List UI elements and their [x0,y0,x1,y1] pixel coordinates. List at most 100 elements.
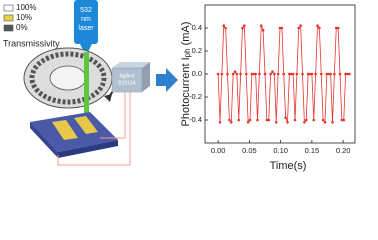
data-point [256,118,259,122]
data-point [333,72,336,76]
data-point [267,118,271,122]
data-point [259,24,263,28]
substrate-side [58,140,118,158]
data-point [289,72,293,76]
data-point [312,118,316,122]
laser [74,0,98,44]
data-point [271,70,274,73]
data-point [250,72,254,76]
y-axis-label-main: Photocurrent I [180,57,192,126]
y-tick-label: 0.4 [192,23,202,32]
data-point [291,72,295,76]
data-point [252,72,256,76]
data-point [304,118,308,122]
x-axis-label: Time(s) [270,160,307,172]
data-point [323,121,327,124]
y-axis-label-sub: ph [183,48,192,57]
instrument-top [112,62,150,68]
data-point [321,118,325,122]
data-point [229,121,233,124]
data-point [295,72,299,76]
data-point [316,24,319,28]
data-point [278,26,282,30]
data-point [265,118,269,122]
data-point [258,72,261,76]
data-point [269,72,272,76]
data-point [226,72,229,76]
data-point [344,72,347,76]
data-point [241,26,244,30]
data-point [220,72,224,76]
data-point [329,72,332,76]
electrode [74,116,98,134]
x-tick-label: 0.00 [211,146,226,155]
instrument-side [142,62,150,92]
data-point [244,72,248,76]
legend-title: Transmissivity [3,38,60,48]
y-tick-label: -0.4 [189,115,202,124]
data-point [261,29,265,32]
data-point [310,72,314,76]
wheel-slots [29,51,107,105]
y-tick-label: 0.0 [192,69,202,78]
data-point [254,72,257,76]
y-axis-label: Photocurrent Iph (mA) [180,22,192,127]
data-point [299,24,302,28]
instrument-label: B2911A [118,80,136,86]
data-point [348,72,351,76]
data-point [308,72,312,76]
laser-label: nm [81,16,91,23]
wire [100,92,126,139]
data-point [224,26,227,30]
wire [57,92,131,166]
y-tick-label: -0.2 [189,92,202,101]
x-tick-label: 0.10 [273,146,288,155]
data-point [248,118,252,122]
x-tick-label: 0.20 [336,146,351,155]
data-point [243,24,246,28]
x-tick-label: 0.05 [242,146,257,155]
data-point [303,121,306,124]
substrate-side [30,122,58,158]
data-point [301,72,304,76]
legend-label: 10% [16,13,32,22]
wheel-hub [49,65,87,91]
data-point [246,121,250,124]
data-point [276,72,280,76]
instrument-label: Agilent [119,73,135,79]
x-tick-label: 0.15 [305,146,320,155]
data-point [239,72,242,76]
data-point [263,72,267,76]
data-point [218,121,222,124]
data-point [297,26,301,30]
data-point [327,72,331,76]
data-point [334,26,338,30]
data-point [288,72,291,76]
data-point [286,121,289,124]
data-point [342,118,346,122]
data-point [338,72,342,76]
data-point [282,72,286,76]
data-point [319,72,323,76]
legend-swatch [3,4,14,12]
legend-label: 0% [16,23,28,32]
data-point [274,121,278,124]
data-point [346,72,349,76]
data-point [331,121,334,124]
data-point [231,72,235,76]
data-point [284,116,287,119]
data-point [216,72,220,76]
data-point [228,118,231,122]
data-point [314,72,317,76]
legend-label: 100% [16,3,36,12]
y-axis-label-unit: (mA) [180,22,192,49]
data-point [280,26,284,30]
rotation-arrowhead [104,94,112,102]
data-point [237,118,241,122]
legend-swatch [3,24,14,32]
y-tick-label: 0.2 [192,46,202,55]
data-point [273,72,276,76]
data-point [306,72,310,76]
figure: 100% 10% 0% Transmissivity 532 nm laser … [3,0,356,172]
data-point [293,118,297,122]
